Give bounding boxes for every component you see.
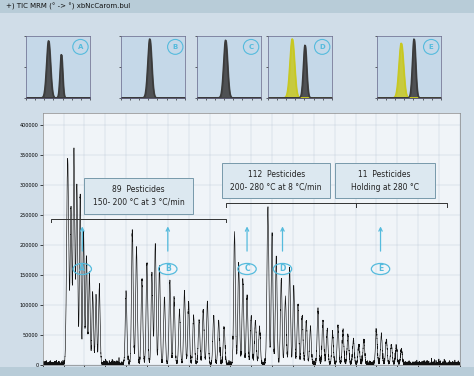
FancyBboxPatch shape <box>84 178 193 214</box>
Text: C: C <box>248 44 254 50</box>
Text: +) TIC MRM (° -> °) xbNcCarom.bul: +) TIC MRM (° -> °) xbNcCarom.bul <box>6 3 130 11</box>
Text: A: A <box>79 264 85 273</box>
Text: B: B <box>165 264 171 273</box>
Text: E: E <box>429 44 434 50</box>
Text: C: C <box>244 264 250 273</box>
Text: A: A <box>78 44 83 50</box>
Text: D: D <box>279 264 286 273</box>
Text: 112  Pesticides
200- 280 °C at 8 °C/min: 112 Pesticides 200- 280 °C at 8 °C/min <box>230 170 322 191</box>
FancyBboxPatch shape <box>222 163 330 199</box>
Text: D: D <box>319 44 325 50</box>
Text: 11  Pesticides
Holding at 280 °C: 11 Pesticides Holding at 280 °C <box>351 170 419 191</box>
FancyBboxPatch shape <box>335 163 435 199</box>
Text: 89  Pesticides
150- 200 °C at 3 °C/min: 89 Pesticides 150- 200 °C at 3 °C/min <box>93 185 184 207</box>
Text: E: E <box>378 264 383 273</box>
Text: B: B <box>173 44 178 50</box>
